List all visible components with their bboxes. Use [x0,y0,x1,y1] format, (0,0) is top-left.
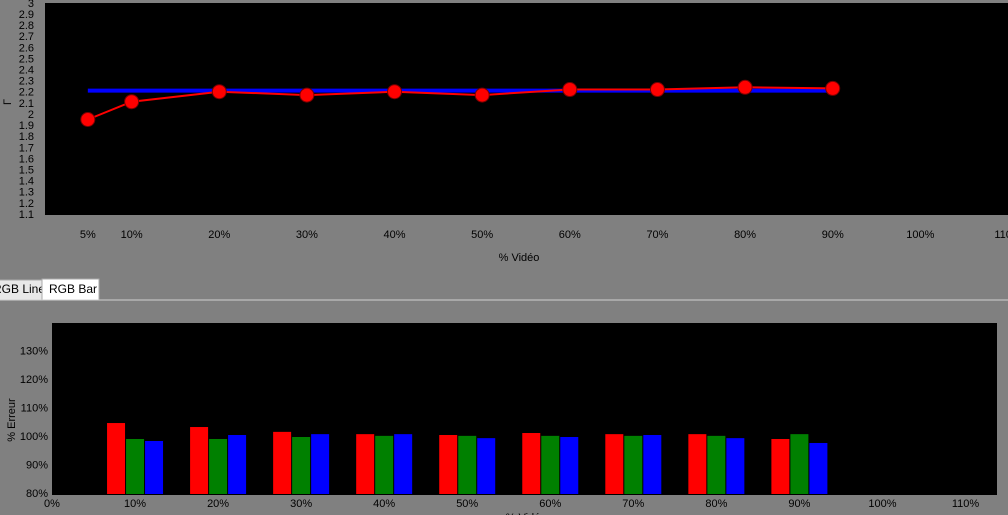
point-marker [825,80,841,96]
y-tick-label: 1.5 [19,164,34,176]
y-tick-label: 2.8 [19,20,34,32]
y-tick-label: 2.5 [19,53,34,65]
bar [209,438,228,494]
y-tick-label: 1.1 [19,209,34,221]
point-marker [737,79,753,95]
bar [145,440,164,494]
bar [643,435,662,494]
x-tick-label: 30% [290,498,312,510]
bar [126,438,145,494]
x-tick-label: 70% [622,498,644,510]
point-marker [80,111,96,127]
point-marker [211,84,227,100]
bar [707,435,726,494]
x-tick-label: 80% [705,498,727,510]
x-tick-label: 10% [124,498,146,510]
x-tick-label: 100% [868,498,896,510]
x-tick-label: 50% [456,498,478,510]
y-tick-label: 3 [28,0,34,10]
y-tick-label: 1.6 [19,153,34,165]
x-tick-label: 20% [208,229,230,241]
x-tick-label: 60% [539,498,561,510]
x-tick-label: 50% [471,229,493,241]
bar [809,442,828,494]
y-tick-label: 1.2 [19,198,34,210]
x-tick-label: 80% [734,229,756,241]
y-tick-label: 1.9 [19,120,34,132]
point-marker [124,94,140,110]
y-tick-label: 2.7 [19,31,34,43]
plot-area [45,3,1008,215]
bar [458,435,477,494]
bar [688,434,707,494]
x-axis-title: % Vidéo [499,252,540,264]
x-tick-label: 60% [559,229,581,241]
x-tick-label: 5% [80,229,96,241]
y-tick-label: 110% [21,402,49,414]
x-tick-label: 110% [952,498,980,510]
bar [439,435,458,494]
tab-label[interactable]: RGB Line [0,282,45,296]
point-marker [299,87,315,103]
y-tick-label: 1.8 [19,131,34,143]
bar [190,427,209,494]
y-tick-label: 2.4 [19,65,34,77]
bar [477,438,496,494]
bar [560,437,579,494]
point-marker [474,87,490,103]
x-tick-label: 70% [646,229,668,241]
bar [273,431,292,494]
bar [394,434,413,494]
bar [107,423,126,494]
bar [375,435,394,494]
y-tick-label: 2.3 [19,76,34,88]
bar [292,437,311,494]
x-tick-label: 40% [373,498,395,510]
bar [771,438,790,494]
bar [541,435,560,494]
y-tick-label: 2.1 [19,98,34,110]
y-tick-label: 100% [20,431,48,443]
y-tick-label: 2.6 [19,42,34,54]
y-tick-label: 130% [20,345,48,357]
bar [522,433,541,494]
y-tick-label: 1.4 [19,176,34,188]
point-marker [649,82,665,98]
bar [356,434,375,494]
point-marker [562,82,578,98]
line-series [87,86,833,121]
tab-label[interactable]: RGB Bar [49,282,97,296]
y-tick-label: 90% [26,459,48,471]
x-tick-label: 90% [788,498,810,510]
x-tick-label: 30% [296,229,318,241]
y-tick-label: 2.2 [19,87,34,99]
x-tick-label: 90% [822,229,844,241]
bar [228,435,247,494]
y-tick-label: 80% [26,488,48,500]
x-tick-label: 20% [207,498,229,510]
x-axis-title: % Vidéo [506,512,547,515]
x-tick-label: 100% [906,229,934,241]
y-axis-title: Γ [2,99,14,105]
y-axis-title: % Erreur [6,398,18,442]
bar [605,434,624,494]
x-tick-label: 40% [384,229,406,241]
bar [624,435,643,494]
bar [790,434,809,494]
x-tick-label: 110% [994,229,1008,241]
bar [726,438,745,494]
y-tick-label: 1.7 [19,142,34,154]
y-tick-label: 1.3 [19,187,34,199]
x-tick-label: 0% [44,498,60,510]
y-tick-label: 2.9 [19,9,34,21]
y-tick-label: 120% [20,374,48,386]
y-tick-label: 2 [28,109,34,121]
x-tick-label: 10% [121,229,143,241]
point-marker [387,84,403,100]
bar [311,434,330,494]
